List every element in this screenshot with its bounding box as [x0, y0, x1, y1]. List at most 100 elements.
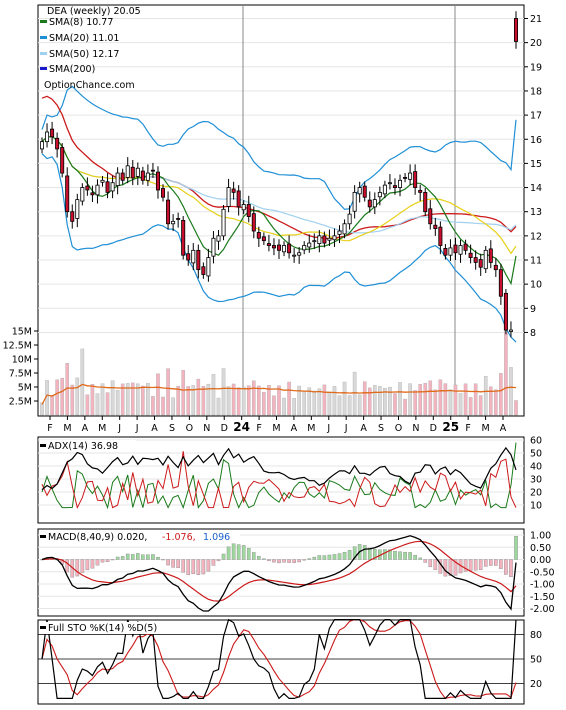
macd-histogram-bar [398, 551, 402, 560]
volume-bar [75, 377, 80, 416]
macd-histogram-bar [302, 559, 307, 561]
volume-bar [398, 382, 402, 416]
volume-bar [473, 383, 478, 416]
price-candles [40, 11, 519, 338]
candle-body [478, 259, 483, 268]
candle-body [438, 226, 443, 246]
candle-body [90, 192, 95, 196]
macd-tick-label: -0.50 [530, 567, 555, 578]
volume-bar [257, 385, 261, 416]
volume-bar [85, 394, 90, 416]
candle-body [403, 177, 408, 179]
volume-bar [50, 395, 54, 416]
candle-body [312, 240, 317, 243]
legend-swatch-sma50 [40, 52, 47, 55]
candle-body [327, 237, 332, 241]
candle-body [246, 204, 251, 217]
volume-bar [292, 398, 296, 416]
candle-body [377, 191, 382, 198]
volume-bar [352, 371, 357, 416]
adx-tick-label: 10 [530, 501, 542, 512]
macd-histogram-bar [171, 559, 175, 568]
macd-histogram-bar [257, 555, 261, 560]
volume-bar [105, 392, 110, 416]
volume-bar [186, 386, 191, 416]
volume-bar [55, 379, 59, 416]
candle-body [50, 128, 55, 138]
volume-bar [488, 386, 493, 416]
macd-line [41, 535, 517, 612]
legend-swatch-sma200 [40, 67, 47, 70]
x-tick-label: O [395, 423, 402, 434]
adx-tick-label: 40 [530, 462, 542, 473]
macd-tick-label: -1.50 [530, 592, 555, 603]
volume-bar [146, 383, 150, 416]
volume-bar [463, 383, 468, 416]
candle-body [95, 184, 100, 196]
candle-body [70, 211, 75, 222]
sto-gridlines [38, 634, 524, 684]
macd-histogram-bar [448, 559, 453, 576]
volume-bar [373, 385, 377, 416]
candle-body [85, 185, 90, 191]
macd-histogram-bar [418, 557, 422, 560]
sto-label-swatch [40, 626, 46, 629]
adx-di-minus-line [41, 451, 517, 510]
x-tick-label: J [344, 423, 348, 434]
adx-label-swatch [40, 444, 46, 447]
sto-tick-label: 20 [530, 679, 542, 690]
volume-bar [60, 377, 64, 416]
candle-body [337, 230, 342, 235]
candle-body [362, 185, 367, 198]
macd-histogram-bar [141, 554, 145, 560]
volume-bar [393, 393, 397, 416]
macd-histogram-bar [100, 559, 105, 563]
macd-histogram-bar [176, 559, 180, 568]
candle-body [488, 248, 493, 263]
macd-tick-label: 0.50 [530, 543, 551, 554]
macd-histogram-bar [146, 554, 150, 560]
x-tick-label: 24 [233, 420, 250, 434]
volume-bar [317, 388, 322, 416]
macd-histogram-bar [367, 547, 372, 560]
macd-histogram-bar [161, 559, 165, 561]
candle-body [231, 188, 236, 193]
volume-bar [504, 330, 508, 416]
volume-bar [388, 387, 392, 416]
price-tick-label: 10 [530, 280, 542, 291]
macd-histogram-bar [494, 559, 498, 566]
sma8-line [41, 136, 517, 286]
x-tick-label: F [47, 423, 52, 434]
volume-bar [161, 396, 165, 416]
candle-body [357, 187, 362, 195]
candle-body [181, 219, 186, 256]
volume-bar [226, 386, 231, 416]
adx-line [41, 446, 517, 491]
price-tick-label: 21 [530, 14, 542, 25]
volume-bar [438, 379, 443, 416]
sto-k-line [41, 618, 517, 700]
candle-body [120, 172, 125, 181]
volume-bar [90, 384, 95, 416]
macd-histogram-bar [251, 552, 256, 560]
candle-body [166, 199, 171, 225]
candle-body [150, 169, 155, 172]
candle-body [514, 18, 519, 42]
macd-tick-label: 1.00 [530, 531, 551, 542]
macd-histogram-bar [130, 554, 135, 560]
adx-di-plus-line [41, 442, 517, 510]
volume-bar [428, 380, 433, 416]
price-tick-label: 17 [530, 111, 542, 122]
candle-body [483, 249, 488, 270]
macd-histogram-bar [473, 559, 478, 571]
price-tick-label: 14 [530, 183, 542, 194]
volume-bar [367, 387, 372, 416]
volume-bar [443, 383, 448, 416]
volume-bar [100, 383, 105, 416]
macd-histogram-bar [191, 559, 196, 575]
volume-bar [130, 382, 135, 416]
candle-body [256, 232, 261, 239]
candle-body [186, 253, 191, 261]
price-tick-label: 18 [530, 86, 542, 97]
volume-bar [514, 400, 518, 416]
